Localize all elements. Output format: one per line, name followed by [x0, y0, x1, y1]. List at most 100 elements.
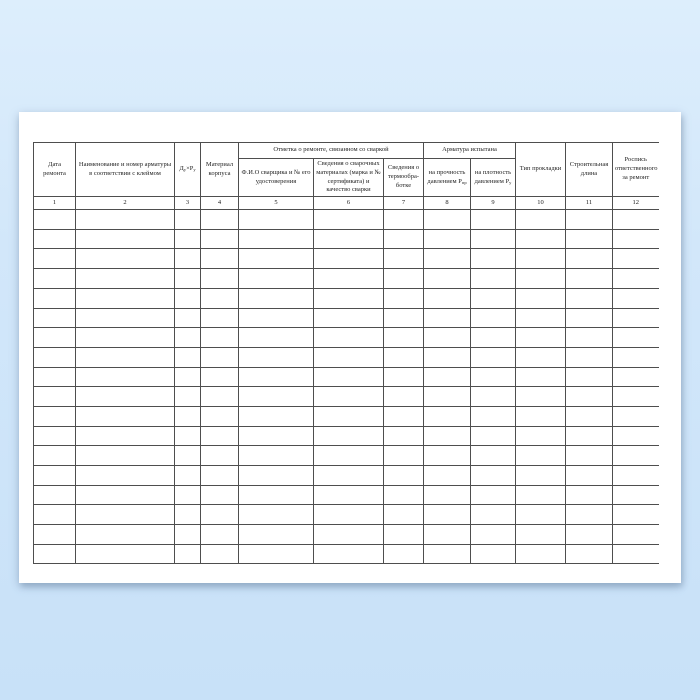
body-cell [75, 307, 175, 329]
body-cell [33, 484, 76, 506]
body-cell [470, 405, 516, 427]
column-header-body-material: Материал корпуса [200, 141, 239, 198]
body-cell [200, 346, 239, 368]
body-cell [174, 327, 201, 348]
body-cell [75, 327, 175, 348]
column-number: 10 [515, 196, 566, 211]
body-cell [174, 524, 201, 545]
body-cell [470, 386, 516, 407]
table-row [33, 524, 659, 545]
body-cell [515, 425, 566, 447]
body-cell [313, 209, 384, 230]
body-cell [33, 366, 76, 388]
body-cell [75, 228, 175, 250]
body-cell [383, 405, 424, 427]
body-cell [238, 209, 314, 230]
body-cell [174, 484, 201, 506]
body-cell [33, 524, 76, 545]
body-cell [174, 268, 201, 289]
body-cell [470, 248, 516, 270]
body-cell [75, 543, 175, 565]
table-row [33, 366, 659, 388]
body-cell [383, 248, 424, 270]
table-row [33, 484, 659, 506]
body-cell [612, 307, 659, 329]
body-cell [313, 268, 384, 289]
body-cell [200, 209, 239, 230]
body-cell [200, 524, 239, 545]
body-cell [515, 465, 566, 486]
body-cell [238, 307, 314, 329]
body-cell [238, 543, 314, 565]
body-cell [200, 268, 239, 289]
body-cell [423, 405, 471, 427]
document-sheet: Дата ремонта Наименование и номер армату… [19, 112, 681, 583]
body-cell [238, 504, 314, 526]
body-cell [238, 346, 314, 368]
body-cell [565, 445, 613, 466]
body-cell [470, 445, 516, 466]
body-cell [313, 405, 384, 427]
column-header-signature: Роспись ответственного за ремонт [612, 141, 659, 198]
body-cell [515, 366, 566, 388]
body-cell [200, 287, 239, 309]
body-cell [612, 287, 659, 309]
body-cell [470, 366, 516, 388]
body-cell [383, 445, 424, 466]
body-cell [75, 386, 175, 407]
body-cell [423, 228, 471, 250]
body-cell [515, 248, 566, 270]
table-row [33, 327, 659, 348]
body-cell [238, 386, 314, 407]
body-cell [423, 268, 471, 289]
body-cell [470, 504, 516, 526]
body-cell [238, 268, 314, 289]
body-cell [515, 445, 566, 466]
body-cell [470, 524, 516, 545]
body-cell [612, 366, 659, 388]
body-cell [313, 543, 384, 565]
body-cell [470, 327, 516, 348]
body-cell [174, 287, 201, 309]
body-cell [75, 209, 175, 230]
column-number: 5 [238, 196, 314, 211]
table-row [33, 405, 659, 427]
body-cell [612, 484, 659, 506]
body-cell [238, 287, 314, 309]
body-cell [423, 327, 471, 348]
body-cell [313, 425, 384, 447]
body-cell [200, 366, 239, 388]
body-cell [174, 209, 201, 230]
body-cell [565, 386, 613, 407]
body-cell [423, 366, 471, 388]
table-row [33, 425, 659, 447]
body-cell [423, 248, 471, 270]
column-header-tightness-test: на плотность давлением Ру [470, 157, 516, 198]
column-header-heat-treatment: Сведения о термообра-ботке [383, 157, 424, 198]
body-cell [200, 445, 239, 466]
group-header-valve-tested: Арматура испытана [423, 142, 516, 159]
body-cell [565, 327, 613, 348]
body-cell [383, 504, 424, 526]
body-cell [612, 425, 659, 447]
body-cell [515, 228, 566, 250]
body-cell [33, 405, 76, 427]
body-cell [238, 465, 314, 486]
body-cell [383, 346, 424, 368]
body-cell [200, 543, 239, 565]
body-cell [174, 405, 201, 427]
body-cell [515, 209, 566, 230]
body-cell [565, 287, 613, 309]
body-cell [174, 465, 201, 486]
body-cell [565, 366, 613, 388]
table-body [33, 209, 659, 565]
body-cell [313, 504, 384, 526]
body-cell [200, 504, 239, 526]
body-cell [565, 268, 613, 289]
table-row [33, 504, 659, 526]
body-cell [423, 465, 471, 486]
body-cell [238, 484, 314, 506]
body-cell [565, 425, 613, 447]
body-cell [515, 307, 566, 329]
body-cell [470, 228, 516, 250]
